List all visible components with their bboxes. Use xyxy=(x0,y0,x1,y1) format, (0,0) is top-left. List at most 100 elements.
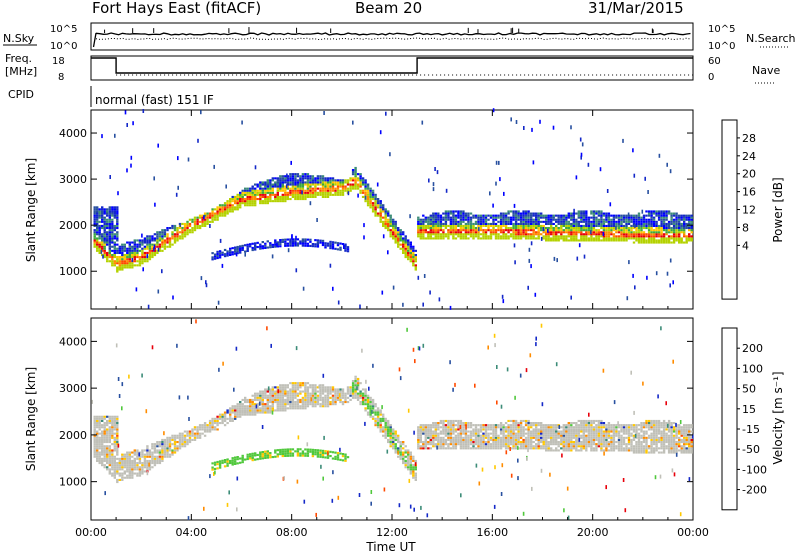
echo-cell xyxy=(161,245,164,248)
echo-cell xyxy=(234,407,237,410)
echo-cell xyxy=(429,438,432,441)
echo-cell xyxy=(354,377,357,380)
echo-cell xyxy=(178,231,182,234)
echo-cell xyxy=(542,426,545,429)
echo-cell xyxy=(364,407,367,410)
echo-cell xyxy=(605,237,608,240)
echo-cell xyxy=(111,464,114,467)
echo-cell xyxy=(384,419,387,422)
echo-cell xyxy=(605,239,608,242)
speckle-cell xyxy=(352,120,354,125)
colorbar-tick-label: 20 xyxy=(742,168,756,181)
echo-cell xyxy=(111,449,114,452)
echo-cell xyxy=(101,224,104,227)
echo-cell xyxy=(279,181,282,184)
echo-cell xyxy=(399,237,402,240)
echo-cell xyxy=(452,212,455,215)
echo-cell xyxy=(537,428,540,431)
echo-cell xyxy=(324,388,327,391)
echo-cell xyxy=(359,390,362,393)
echo-cell xyxy=(392,231,395,234)
echo-cell xyxy=(552,449,555,452)
echo-cell xyxy=(246,249,249,252)
echo-cell xyxy=(592,222,596,225)
echo-cell xyxy=(620,216,623,219)
echo-cell xyxy=(607,231,611,234)
echo-cell xyxy=(138,466,142,469)
echo-cell xyxy=(509,220,513,223)
echo-cell xyxy=(183,434,187,437)
echo-cell xyxy=(284,193,287,196)
echo-cell xyxy=(542,220,545,223)
echo-cell xyxy=(530,434,533,437)
echo-cell xyxy=(216,206,219,209)
echo-cell xyxy=(226,409,229,412)
echo-cell xyxy=(108,468,111,471)
speckle-cell xyxy=(153,176,155,181)
echo-cell xyxy=(256,405,259,408)
echo-cell xyxy=(419,426,422,429)
echo-cell xyxy=(542,441,545,444)
echo-cell xyxy=(326,185,330,188)
echo-cell xyxy=(371,403,375,406)
echo-cell xyxy=(402,249,405,252)
echo-cell xyxy=(585,214,588,217)
echo-cell xyxy=(371,398,375,401)
echo-cell xyxy=(434,218,437,221)
echo-cell xyxy=(166,445,169,448)
echo-cell xyxy=(557,235,560,238)
echo-cell xyxy=(394,222,397,225)
echo-cell xyxy=(123,455,126,458)
echo-cell xyxy=(279,390,282,393)
echo-cell xyxy=(650,233,653,236)
echo-cell xyxy=(637,227,641,230)
echo-cell xyxy=(241,405,244,408)
echo-cell xyxy=(218,417,222,420)
echo-cell xyxy=(655,210,658,213)
echo-cell xyxy=(96,422,99,425)
echo-cell xyxy=(344,392,347,395)
echo-cell xyxy=(444,443,448,446)
echo-cell xyxy=(106,419,109,422)
echo-cell xyxy=(479,227,483,230)
echo-cell xyxy=(530,214,533,217)
echo-cell xyxy=(136,254,139,257)
echo-cell xyxy=(113,245,116,248)
echo-cell xyxy=(108,256,111,259)
echo-cell xyxy=(439,426,443,429)
echo-cell xyxy=(156,459,159,462)
echo-cell xyxy=(535,212,538,215)
echo-cell xyxy=(221,206,224,209)
echo-cell xyxy=(575,237,578,240)
echo-cell xyxy=(289,177,292,180)
echo-cell xyxy=(642,218,646,221)
echo-cell xyxy=(509,233,513,236)
echo-cell xyxy=(447,237,450,240)
echo-cell xyxy=(530,233,533,236)
echo-cell xyxy=(141,258,144,261)
echo-cell xyxy=(254,409,257,412)
echo-cell xyxy=(535,445,538,448)
echo-cell xyxy=(514,447,518,450)
echo-cell xyxy=(133,472,136,475)
echo-cell xyxy=(542,231,545,234)
echo-cell xyxy=(512,441,515,444)
echo-cell xyxy=(101,417,104,420)
echo-cell xyxy=(585,218,588,221)
echo-cell xyxy=(269,244,272,247)
echo-cell xyxy=(382,224,385,227)
echo-cell xyxy=(550,426,553,429)
echo-cell xyxy=(504,430,508,433)
echo-cell xyxy=(635,237,638,240)
echo-cell xyxy=(672,241,676,244)
echo-cell xyxy=(374,417,377,420)
echo-cell xyxy=(560,430,563,433)
echo-cell xyxy=(311,396,315,399)
echo-cell xyxy=(284,403,287,406)
echo-cell xyxy=(404,256,407,259)
echo-cell xyxy=(331,388,335,391)
echo-cell xyxy=(111,453,114,456)
echo-cell xyxy=(517,443,520,446)
echo-cell xyxy=(163,445,167,448)
colorbar-tick-label: 4 xyxy=(742,239,749,252)
